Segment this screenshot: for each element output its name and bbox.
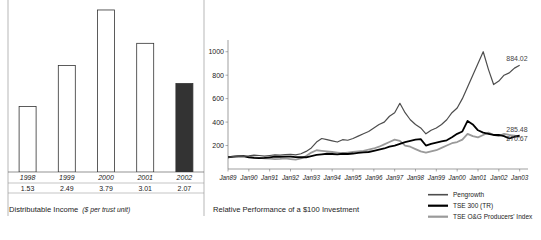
- x-tick-label: Jan98: [406, 174, 425, 181]
- y-tick: [226, 51, 229, 52]
- x-tick: [269, 169, 270, 172]
- bar-chart: 1998 1.53 1999 2.49 2000 3.79 2001 3.01 2002 2.07…: [8, 0, 204, 216]
- x-axis: [228, 169, 528, 170]
- x-tick: [311, 169, 312, 172]
- y-tick-label: 200: [212, 142, 224, 149]
- y-tick: [226, 75, 229, 76]
- bar: [176, 84, 193, 172]
- annotation: 884.02: [506, 55, 528, 62]
- frame-line: [8, 0, 9, 216]
- x-tick: [228, 169, 229, 172]
- y-tick: [226, 145, 229, 146]
- x-tick-label: Jan96: [364, 174, 383, 181]
- data-label: 1.53: [21, 185, 35, 192]
- y-tick: [226, 122, 229, 123]
- legend-swatch: [428, 205, 448, 207]
- x-tick: [353, 169, 354, 172]
- line-chart: 2004006008001000Jan89Jan90Jan91Jan92Jan9…: [208, 40, 533, 220]
- x-tick-label: Jan95: [343, 174, 362, 181]
- x-tick-label: Jan93: [302, 174, 321, 181]
- category-label: 1998: [20, 174, 36, 181]
- x-tick: [290, 169, 291, 172]
- x-tick: [519, 169, 520, 172]
- bars: [19, 10, 193, 172]
- x-tick-label: Jan00: [448, 174, 467, 181]
- x-tick-label: Jan01: [468, 174, 486, 181]
- bar: [19, 107, 36, 172]
- table-line: [8, 183, 204, 184]
- x-tick: [478, 169, 479, 172]
- series-line: [228, 52, 520, 158]
- lines: [228, 52, 520, 160]
- category-label: 2001: [136, 174, 153, 181]
- x-tick: [248, 169, 249, 172]
- x-tick: [498, 169, 499, 172]
- x-tick-label: Jan94: [323, 174, 342, 181]
- y-tick-label: 1000: [208, 48, 224, 55]
- legend-label: Pengrowth: [453, 191, 484, 199]
- category-label: 2002: [176, 174, 193, 181]
- y-tick-label: 800: [212, 72, 224, 79]
- x-tick-label: Jan99: [427, 174, 446, 181]
- data-label: 3.79: [99, 185, 113, 192]
- subtitle: ($ per trust unit): [82, 206, 130, 214]
- x-tick-label: Jan03: [510, 174, 529, 181]
- title: Relative Performance of a $100 Investmen…: [213, 205, 360, 214]
- y-axis: [228, 40, 229, 169]
- frame-line: [204, 0, 205, 216]
- category-label: 2000: [97, 174, 114, 181]
- title: Distributable Income: [9, 205, 78, 214]
- data-label: 2.49: [60, 185, 74, 192]
- chart-svg: 1998 1.53 1999 2.49 2000 3.79 2001 3.01 2002 2.07…: [0, 0, 541, 240]
- bar: [98, 10, 115, 172]
- bar: [58, 66, 75, 172]
- x-tick: [394, 169, 395, 172]
- title-text: Distributable Income ($ per trust unit): [9, 205, 130, 214]
- x-tick: [436, 169, 437, 172]
- series-line: [228, 121, 520, 158]
- x-tick-label: Jan97: [385, 174, 404, 181]
- y-tick: [226, 98, 229, 99]
- legend-label: TSE 300 (TR): [453, 202, 493, 210]
- bar: [137, 43, 154, 172]
- x-tick: [373, 169, 374, 172]
- annotation: 285.48: [506, 126, 528, 133]
- x-tick: [457, 169, 458, 172]
- data-label: 2.07: [178, 185, 192, 192]
- data-label: 3.01: [138, 185, 152, 192]
- stage: 1998 1.53 1999 2.49 2000 3.79 2001 3.01 2002 2.07…: [0, 0, 541, 240]
- legend-swatch: [428, 216, 448, 218]
- x-tick: [332, 169, 333, 172]
- x-tick-label: Jan90: [239, 174, 258, 181]
- x-tick-label: Jan89: [218, 174, 237, 181]
- x-tick: [415, 169, 416, 172]
- legend-label: TSE O&G Producers' Index: [453, 213, 533, 220]
- x-tick-label: Jan91: [260, 174, 278, 181]
- y-tick-label: 600: [212, 95, 224, 102]
- y-tick-label: 400: [212, 119, 224, 126]
- table-line: [8, 193, 204, 194]
- x-tick-label: Jan92: [281, 174, 300, 181]
- annotation: 270.67: [506, 135, 528, 142]
- category-label: 1999: [59, 174, 75, 181]
- x-tick-label: Jan02: [489, 174, 508, 181]
- legend-swatch: [428, 194, 448, 196]
